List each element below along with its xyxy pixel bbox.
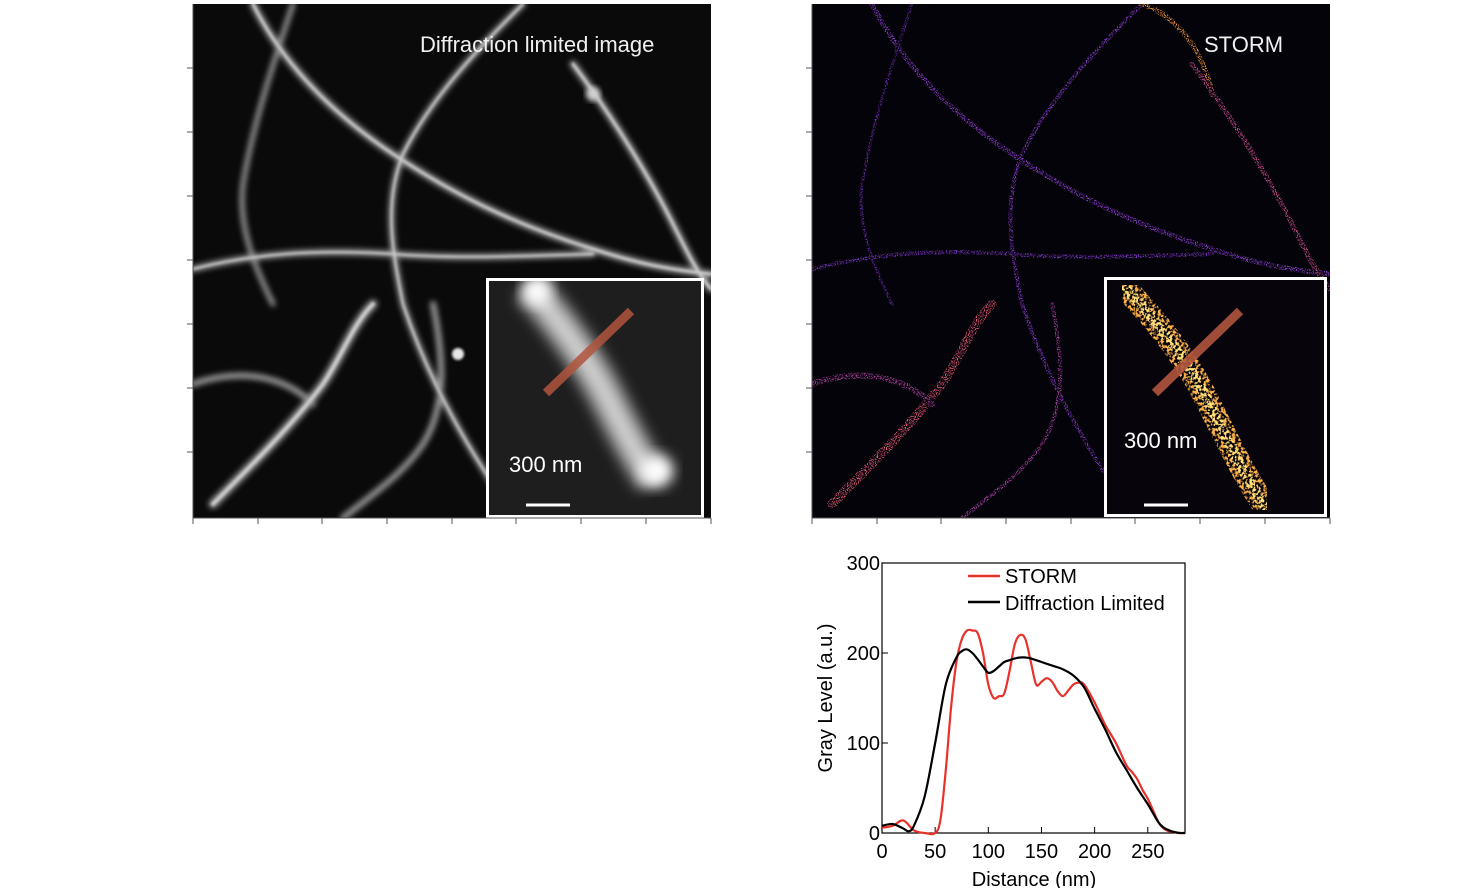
chart-legend: STORM Diffraction Limited [968,566,1165,615]
diffraction-limited-inset: 300 nm [486,278,704,518]
y-tick-label: 0 [869,823,880,845]
y-tick-label: 300 [847,553,880,575]
legend-label-diffraction: Diffraction Limited [1005,593,1165,615]
x-tick-label: 250 [1131,841,1164,863]
diffraction-limited-image [190,0,715,521]
storm-inset: 300 nm [1104,277,1327,517]
y-axis-label: Gray Level (a.u.) [815,624,837,773]
x-axis-label: Distance (nm) [972,869,1096,888]
line-profile-marker [1151,307,1244,397]
storm-panel: STORM 300 nm [806,1,1333,524]
x-tick-label: 200 [1078,841,1111,863]
diffraction-limited-panel: Diffraction limited image 300 nm [187,0,715,524]
right-panel-ticks [806,4,1331,524]
x-tick-label: 150 [1025,841,1058,863]
storm-inset-image [1107,280,1324,514]
storm-title: STORM [1204,32,1284,57]
x-tick-label: 100 [972,841,1005,863]
y-tick-label: 100 [847,733,880,755]
left-panel-ticks [187,4,712,524]
inset-scale-label: 300 nm [509,452,583,477]
series-line-storm [881,628,1186,836]
series-lines [881,628,1186,836]
legend-label-storm: STORM [1005,566,1077,588]
line-profile-chart: 0 50 100 150 200 250 0 100 200 300 STORM Diffract… [815,553,1186,888]
diffraction-limited-title: Diffraction limited image [420,32,655,57]
plot-frame [881,562,1186,834]
x-tick-label: 50 [924,841,946,863]
inset-scale-label: 300 nm [1124,428,1198,453]
series-line-diffraction-limited [881,648,1186,835]
diffraction-inset-image [489,281,701,515]
y-tick-label: 200 [847,643,880,665]
axis-ticks: 0 50 100 150 200 250 0 100 200 300 [847,553,1165,863]
x-tick-label: 0 [876,841,887,863]
line-profile-marker [542,307,635,397]
